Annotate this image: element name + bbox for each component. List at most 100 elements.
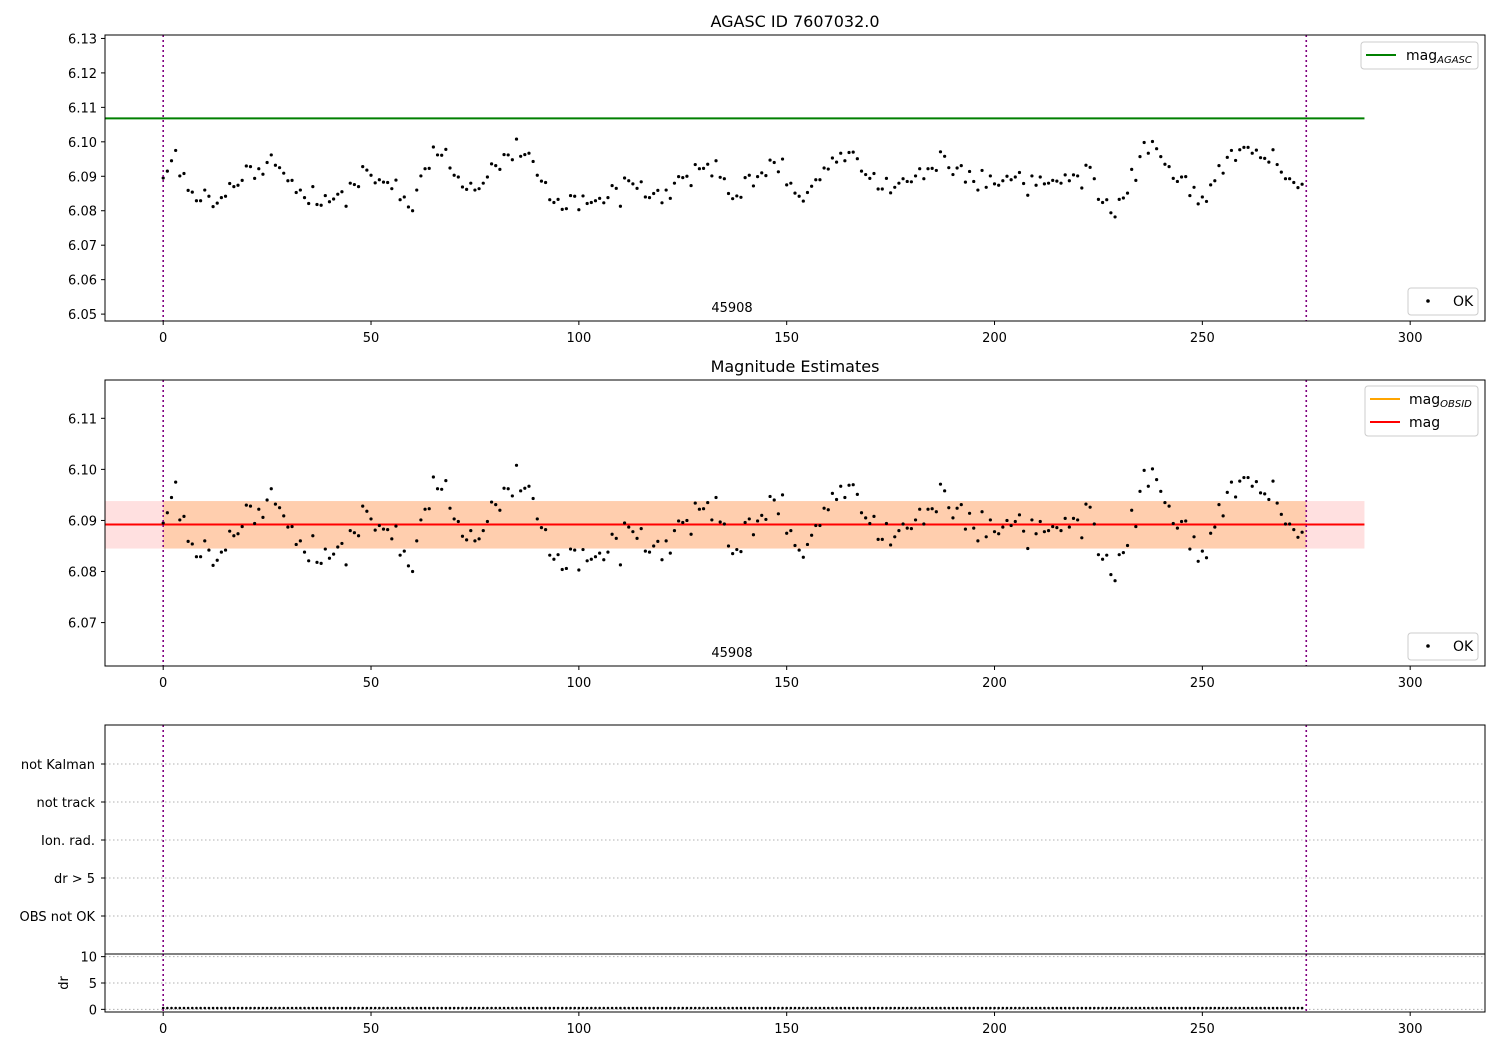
dr-data-point [506, 1006, 510, 1010]
agasc-data-point [1117, 197, 1121, 201]
agasc-data-point [510, 158, 514, 162]
estimates-data-point [1155, 477, 1159, 482]
estimates-data-point [390, 537, 394, 541]
estimates-data-point [631, 530, 635, 534]
dr-data-point [818, 1006, 822, 1010]
dr-data-point [997, 1006, 1000, 1010]
agasc-ytick-label: 6.13 [68, 32, 97, 47]
dr-data-point [926, 1006, 930, 1010]
dr-data-point [839, 1006, 843, 1010]
agasc-data-point [1026, 193, 1030, 197]
estimates-data-point [1046, 529, 1051, 533]
dr-data-point [590, 1006, 593, 1010]
agasc-data-point [240, 178, 244, 183]
agasc-data-point [527, 151, 531, 155]
estimates-ytick-label: 6.11 [68, 412, 97, 427]
dr-data-point [1001, 1006, 1005, 1010]
agasc-clip-group [105, 35, 1365, 321]
agasc-data-point [248, 165, 253, 169]
estimates-data-point [215, 558, 219, 562]
agasc-data-point [930, 166, 934, 170]
estimates-data-point [419, 518, 423, 522]
dr-data-point [664, 1006, 668, 1010]
estimates-data-point [656, 539, 660, 543]
dr-data-point [930, 1006, 934, 1010]
estimates-data-point [905, 526, 909, 530]
agasc-data-point [818, 178, 822, 182]
estimates-data-point [872, 514, 876, 518]
estimates-data-point [165, 511, 169, 515]
estimates-data-point [473, 539, 477, 543]
estimates-data-point [1296, 535, 1300, 539]
agasc-legend-lines[interactable]: magAGASC [1360, 41, 1479, 70]
estimates-data-point [1076, 518, 1080, 522]
dr-data-point [419, 1006, 423, 1010]
dr-data-point [344, 1006, 348, 1010]
dr-data-point [1155, 1006, 1158, 1010]
estimates-legend-points[interactable]: OK [1407, 632, 1479, 661]
dr-data-point [240, 1006, 244, 1010]
agasc-data-point [519, 154, 523, 158]
estimates-legend-lines[interactable]: magOBSID mag [1364, 385, 1479, 437]
dr-data-point [1084, 1006, 1088, 1010]
dr-data-point [498, 1006, 502, 1010]
agasc-ytick-label: 6.09 [68, 170, 97, 185]
agasc-data-point [1130, 167, 1134, 171]
dr-data-point [872, 1006, 876, 1010]
dr-data-point [461, 1006, 464, 1010]
agasc-data-point [677, 175, 681, 179]
dr-data-point [253, 1006, 256, 1010]
estimates-data-point [822, 506, 826, 510]
estimates-data-point [1258, 491, 1263, 495]
dr-data-point [1063, 1006, 1067, 1010]
agasc-data-point [868, 176, 872, 180]
dr-data-point [856, 1006, 859, 1010]
dr-data-point [984, 1006, 988, 1010]
dr-data-point [552, 1006, 556, 1010]
dr-data-point [1163, 1006, 1167, 1010]
estimates-data-point [1042, 530, 1046, 534]
agasc-legend-points[interactable]: OK [1407, 287, 1479, 316]
estimates-data-point [178, 518, 182, 522]
estimates-data-point [356, 534, 361, 538]
dr-data-point [432, 1006, 435, 1010]
estimates-data-point [194, 555, 199, 559]
agasc-data-point [1192, 185, 1196, 189]
estimates-data-point [1254, 480, 1258, 484]
agasc-data-point [344, 204, 348, 208]
dr-data-point [257, 1006, 261, 1010]
estimates-data-point [228, 529, 232, 533]
estimates-data-point [980, 510, 984, 514]
dr-data-point [174, 1006, 177, 1010]
dr-data-point [714, 1006, 718, 1010]
estimates-data-point [207, 548, 211, 552]
dr-data-point [1117, 1006, 1121, 1010]
dr-data-point [178, 1006, 182, 1010]
agasc-data-point [622, 176, 627, 180]
estimates-xtick-label: 300 [1398, 676, 1423, 691]
dr-data-point [752, 1006, 755, 1010]
agasc-data-point [535, 173, 539, 177]
estimates-data-point [685, 518, 689, 523]
dr-data-point [943, 1006, 946, 1010]
dr-data-point [565, 1006, 568, 1010]
dr-data-point [535, 1006, 539, 1010]
agasc-data-point [215, 201, 219, 205]
dr-data-point [1288, 1006, 1291, 1010]
dr-data-point [1250, 1006, 1254, 1010]
agasc-data-point [498, 167, 502, 171]
agasc-data-point [602, 201, 606, 205]
estimates-data-point [618, 563, 623, 567]
estimates-data-point [369, 517, 373, 521]
estimates-data-point [814, 523, 818, 528]
estimates-data-point [290, 524, 294, 529]
agasc-data-point [485, 175, 490, 179]
agasc-data-point [1234, 158, 1238, 163]
agasc-data-point [656, 188, 660, 193]
dr-data-point [361, 1006, 365, 1010]
estimates-data-point [868, 521, 872, 526]
estimates-data-point [1113, 579, 1117, 583]
estimates-data-point [1121, 551, 1125, 555]
dr-xtick-label: 100 [566, 1022, 591, 1037]
agasc-data-point [348, 181, 352, 185]
